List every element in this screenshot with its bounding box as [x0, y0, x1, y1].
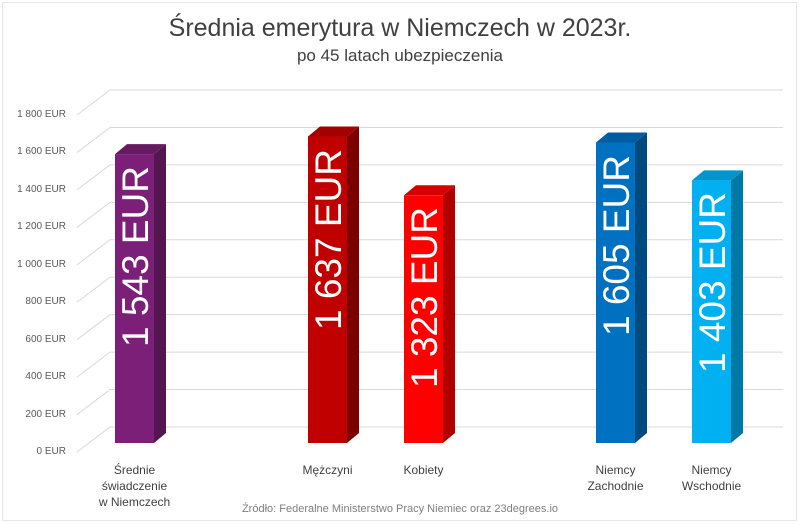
bar-value-label: 1 403 EUR: [692, 192, 733, 374]
y-tick-label: 1 400 EUR: [17, 183, 66, 195]
gridline: [76, 426, 783, 453]
bar-value-label: 1 543 EUR: [115, 166, 156, 348]
gridline: [76, 239, 783, 266]
gridline: [76, 126, 783, 153]
gridline: [76, 276, 783, 303]
gridline: [76, 314, 783, 341]
x-category-0: Średnie świadczenie w Niemczech: [98, 463, 171, 509]
x-category-4: Niemcy Wschodnie: [681, 463, 742, 493]
bar: [115, 144, 166, 444]
y-tick-label: 200 EUR: [25, 408, 66, 420]
gridline: [76, 389, 783, 415]
y-tick-label: 400 EUR: [25, 371, 66, 383]
chart-subtitle: po 45 latach ubezpieczenia: [296, 46, 504, 65]
x-category-1: Mężczyni: [302, 463, 353, 477]
y-tick-label: 1 000 EUR: [17, 258, 66, 270]
source-note: Źródło: Federalne Ministerstwo Pracy Nie…: [241, 503, 559, 515]
y-tick-label: 0 EUR: [36, 446, 66, 457]
x-category-2: Kobiety: [403, 463, 444, 477]
bar: [404, 185, 455, 443]
gridline: [76, 201, 783, 228]
gridline: [76, 351, 783, 378]
bar-value-label: 1 323 EUR: [404, 207, 445, 389]
bar: [596, 132, 647, 443]
chart-title: Średnia emerytura w Niemczech w 2023r.: [168, 14, 632, 42]
y-tick-label: 600 EUR: [25, 333, 66, 345]
y-tick-label: 1 200 EUR: [17, 221, 66, 233]
x-category-3: Niemcy Zachodnie: [587, 463, 644, 493]
bar-value-label: 1 637 EUR: [308, 148, 349, 330]
gridline: [76, 164, 783, 191]
gridline: [76, 89, 783, 116]
y-tick-label: 1 800 EUR: [17, 109, 66, 120]
bar-value-label: 1 605 EUR: [596, 154, 637, 336]
bar: [692, 170, 743, 444]
y-tick-label: 800 EUR: [25, 296, 66, 308]
bar: [308, 126, 359, 444]
y-tick-label: 1 600 EUR: [17, 146, 66, 158]
